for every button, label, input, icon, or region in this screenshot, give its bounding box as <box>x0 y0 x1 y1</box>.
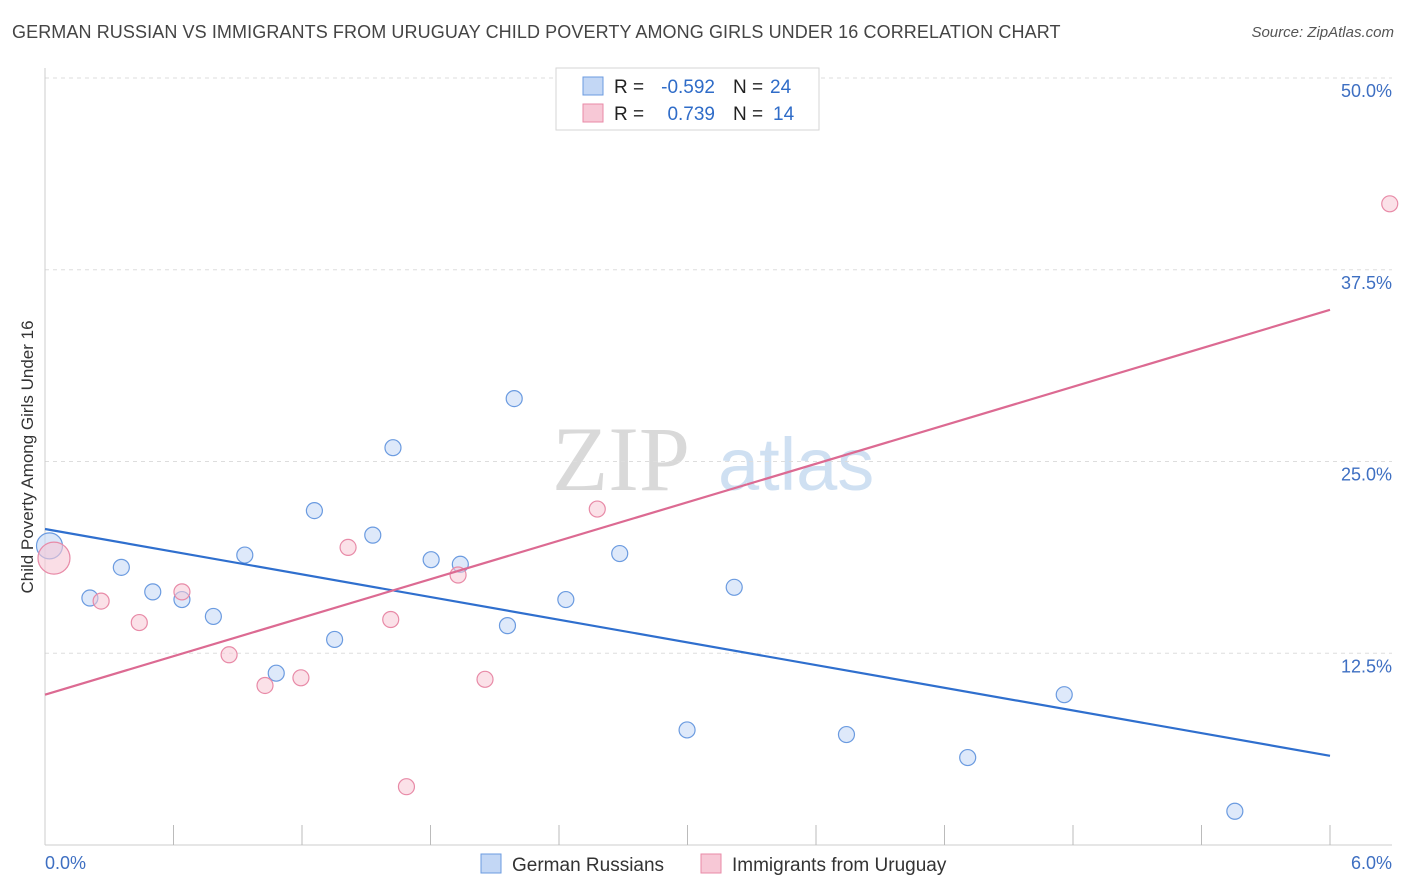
point-series-0-15 <box>505 390 523 408</box>
legend-n-value-0: 24 <box>770 77 792 98</box>
legend-swatch-german-russians <box>582 76 604 96</box>
point-series-1-5 <box>256 676 274 695</box>
trend-lines <box>44 308 1331 757</box>
point-series-0-9 <box>326 630 344 649</box>
y-tick-label-1: 25.0% <box>1341 465 1392 485</box>
point-series-0-5 <box>204 607 222 626</box>
trend-line-series-1 <box>44 308 1331 696</box>
point-series-1-4 <box>220 646 238 664</box>
series-legend-swatch-german-russians <box>480 853 502 874</box>
point-series-0-19 <box>725 578 743 596</box>
point-series-1-3 <box>173 583 191 601</box>
point-series-0-8 <box>305 501 323 520</box>
point-series-1-6 <box>292 669 310 687</box>
point-series-0-6 <box>236 546 254 564</box>
data-points <box>35 195 1399 820</box>
chart-source: Source: ZipAtlas.com <box>1251 24 1394 41</box>
point-series-0-17 <box>611 544 629 563</box>
point-series-1-2 <box>130 613 148 632</box>
y-tick-label-2: 37.5% <box>1341 273 1392 293</box>
series-legend: German Russians Immigrants from Uruguay <box>480 853 947 876</box>
legend-n-label-1: N = <box>733 104 763 125</box>
chart-title: GERMAN RUSSIAN VS IMMIGRANTS FROM URUGUA… <box>12 22 1061 42</box>
x-tick-label-max: 6.0% <box>1351 853 1392 873</box>
point-series-0-23 <box>1226 802 1244 820</box>
point-series-1-8 <box>382 610 400 629</box>
series-legend-label-german-russians: German Russians <box>512 855 664 876</box>
point-series-1-12 <box>588 500 606 518</box>
y-tick-label-0: 12.5% <box>1341 656 1392 676</box>
point-series-0-20 <box>837 725 856 744</box>
correlation-legend: R = -0.592 N = 24 R = 0.739 N = 14 <box>555 67 820 131</box>
point-series-1-11 <box>476 670 494 688</box>
legend-r-label-1: R = <box>614 104 644 125</box>
watermark-zip: ZIP <box>552 408 690 510</box>
legend-r-label-0: R = <box>614 77 644 98</box>
point-series-0-12 <box>422 551 440 569</box>
point-series-1-9 <box>397 778 416 796</box>
point-series-1-13 <box>1381 195 1399 213</box>
point-series-0-18 <box>678 721 696 739</box>
point-series-1-0 <box>37 541 71 575</box>
y-tick-labels: 12.5% 25.0% 37.5% 50.0% <box>1341 81 1392 676</box>
point-series-0-22 <box>1055 686 1073 704</box>
point-series-0-16 <box>557 590 575 609</box>
point-series-1-7 <box>339 538 357 557</box>
legend-r-value-1: 0.739 <box>667 104 715 125</box>
point-series-0-7 <box>267 664 285 682</box>
gridlines <box>45 77 1392 654</box>
trend-line-series-0 <box>44 527 1331 757</box>
point-series-0-3 <box>144 583 162 601</box>
point-series-1-1 <box>92 592 110 610</box>
legend-n-label-0: N = <box>733 77 763 98</box>
y-axis-title: Child Poverty Among Girls Under 16 <box>18 320 37 593</box>
x-tick-label-min: 0.0% <box>45 853 86 873</box>
watermark-atlas: atlas <box>718 423 874 506</box>
series-legend-swatch-immigrants-uruguay <box>700 853 722 874</box>
legend-n-value-1: 14 <box>773 104 795 125</box>
y-tick-label-3: 50.0% <box>1341 81 1392 101</box>
point-series-0-21 <box>959 748 977 767</box>
legend-swatch-immigrants-uruguay <box>582 103 604 123</box>
point-series-0-2 <box>112 558 130 576</box>
point-series-0-10 <box>364 526 382 544</box>
legend-r-value-0: -0.592 <box>661 77 715 98</box>
x-axis-ticks <box>173 825 1331 845</box>
series-legend-label-immigrants-uruguay: Immigrants from Uruguay <box>732 855 947 876</box>
point-series-0-11 <box>384 439 402 457</box>
point-series-0-14 <box>498 617 517 635</box>
